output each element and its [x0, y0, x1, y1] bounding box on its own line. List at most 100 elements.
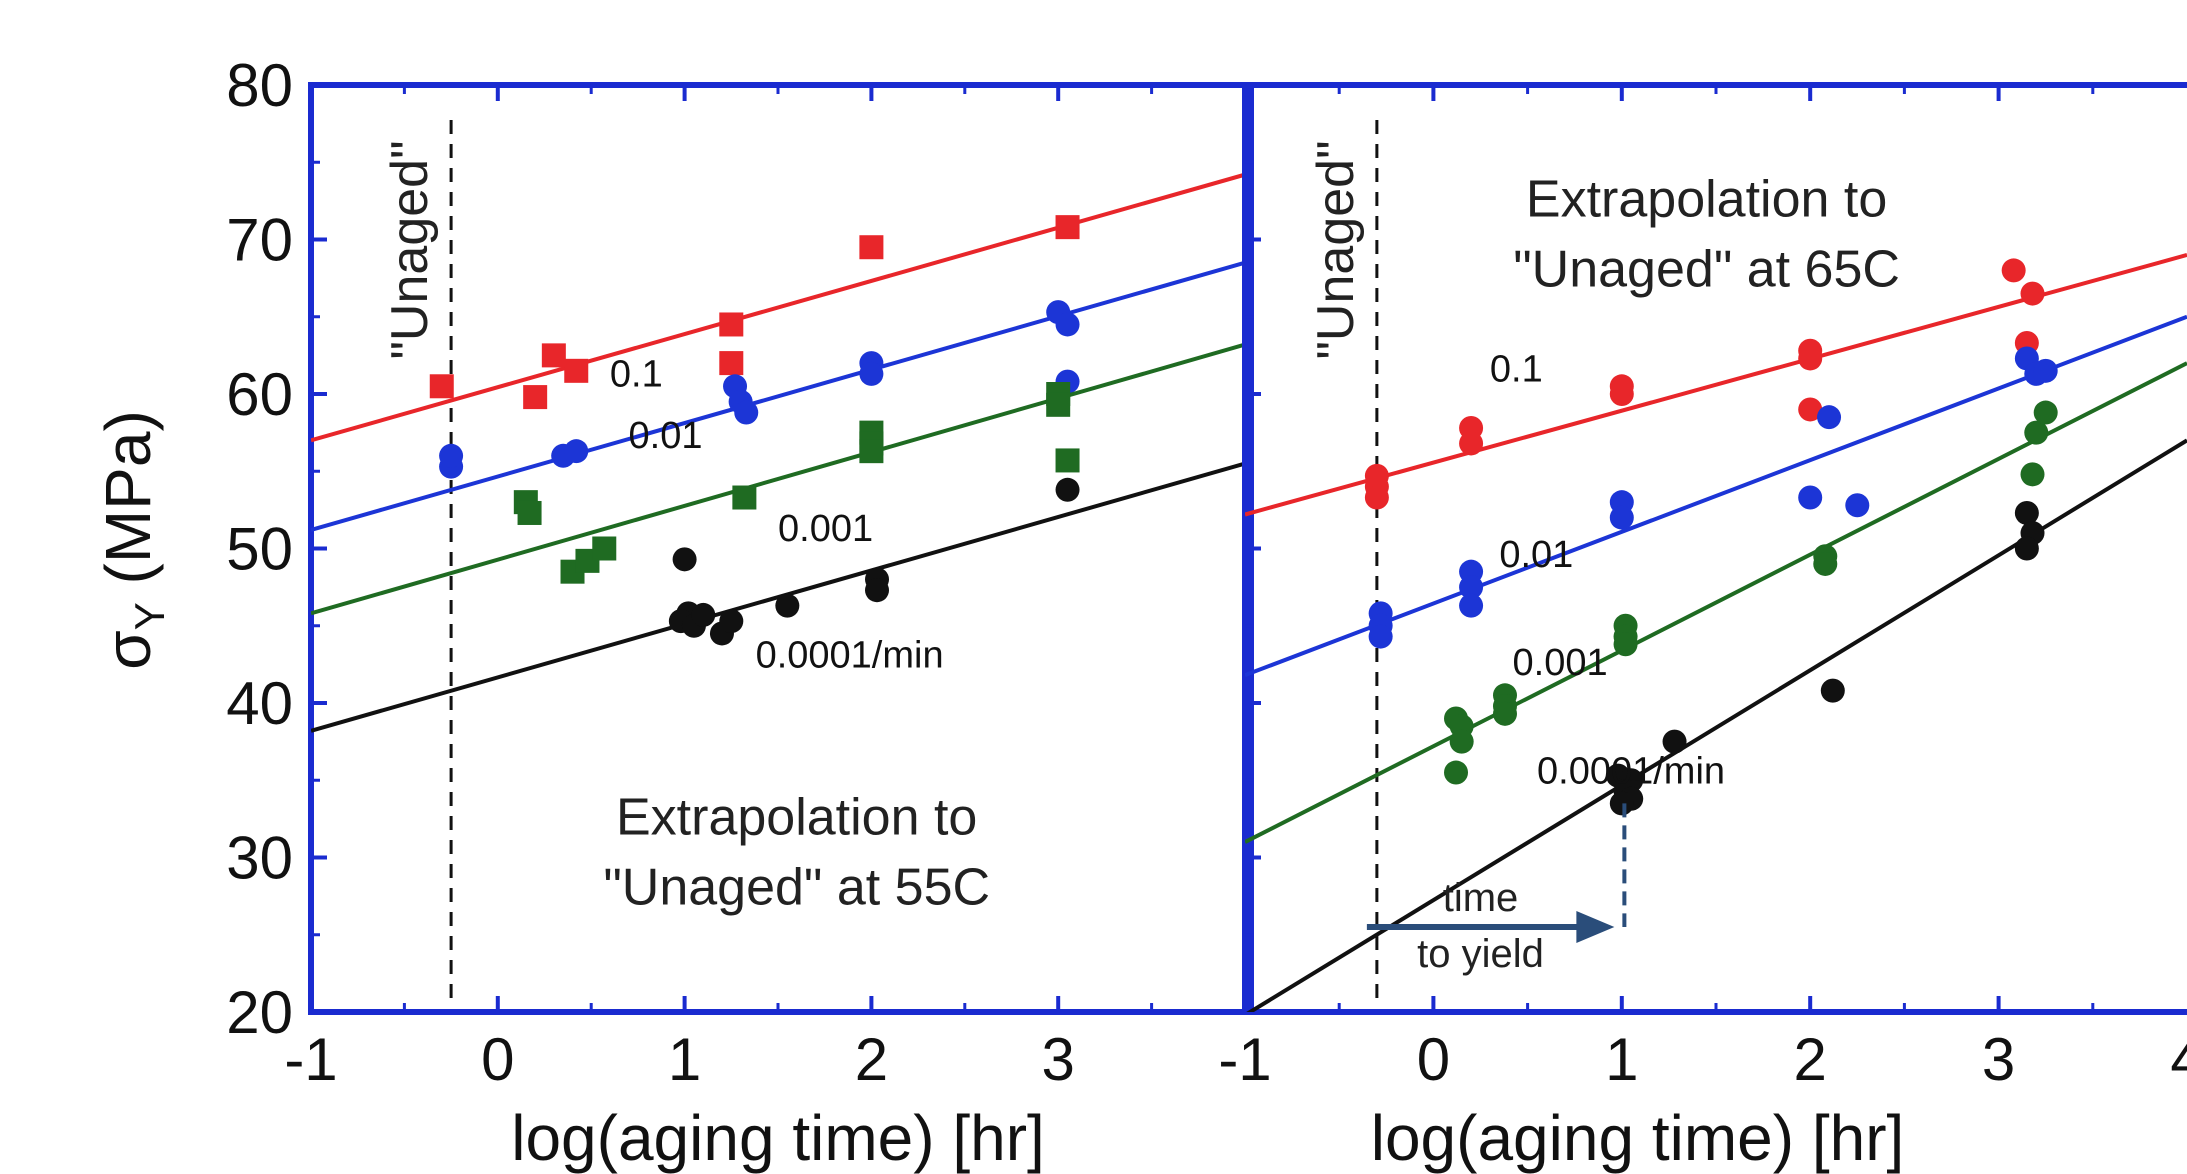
left-xtick-label: 3	[1042, 1026, 1075, 1093]
right-x-axis-title: log(aging time) [hr]	[1371, 1102, 1905, 1174]
left-fit-line-3	[311, 461, 1245, 733]
right-point-s2	[1449, 729, 1474, 754]
right-plot-area	[1245, 120, 2187, 1012]
right-point-s0	[1459, 431, 1484, 456]
left-point-s3	[1055, 477, 1080, 502]
left-point-s1	[439, 443, 464, 468]
right-panel-65c: -1 0 1 2 3 4 log(aging time) [hr] "Unaged" 0.1 0.…	[1218, 82, 2187, 1174]
right-point-s1	[2033, 358, 2058, 383]
right-series-label-3: 0.0001/min	[1537, 750, 1725, 792]
right-point-s2	[1492, 701, 1517, 726]
left-point-s3	[719, 609, 744, 634]
right-point-s0	[2001, 258, 2026, 283]
right-fit-line-2	[1245, 361, 2187, 844]
right-annotation-line-0: Extrapolation to	[1526, 170, 1887, 228]
right-series-label-0: 0.1	[1490, 349, 1543, 391]
right-point-s0	[1364, 485, 1389, 510]
left-xtick-label: -1	[284, 1026, 337, 1093]
left-fit-line-1	[311, 260, 1245, 532]
left-xtick-label: 0	[481, 1026, 514, 1093]
left-annotation-line-0: Extrapolation to	[616, 788, 977, 846]
right-xtick-label: 1	[1605, 1026, 1638, 1093]
left-point-s1	[859, 361, 884, 386]
left-point-s0	[719, 312, 744, 337]
left-point-s1	[1055, 312, 1080, 337]
left-ytick-label: 20	[226, 979, 293, 1046]
right-point-s0	[2020, 281, 2045, 306]
left-fit-line-0	[311, 172, 1245, 443]
right-point-s1	[1459, 575, 1484, 600]
right-arrow-label-0: time	[1443, 876, 1519, 920]
left-fit-line-2	[311, 342, 1245, 616]
right-unaged-label: "Unaged"	[1307, 140, 1365, 359]
left-point-s0	[429, 374, 454, 399]
right-point-s2	[2020, 462, 2045, 487]
left-ytick-label: 70	[226, 207, 293, 274]
left-point-s0	[859, 235, 884, 260]
right-point-s1	[1798, 485, 1823, 510]
right-point-s0	[1798, 397, 1823, 422]
left-point-s0	[719, 351, 744, 376]
right-point-s2	[1613, 632, 1638, 657]
right-point-s1	[1368, 624, 1393, 649]
left-unaged-label: "Unaged"	[381, 140, 439, 359]
left-point-s3	[691, 602, 716, 627]
left-xtick-label: 1	[668, 1026, 701, 1093]
left-ytick-label: 80	[226, 52, 293, 119]
left-point-s3	[865, 578, 890, 603]
left-series-label-1: 0.01	[629, 415, 703, 457]
right-point-s3	[1609, 791, 1634, 816]
right-point-s1	[1609, 505, 1634, 530]
right-series-label-1: 0.01	[1499, 534, 1573, 576]
shared-labels: σY (MPa)	[92, 410, 173, 670]
left-point-s2	[517, 500, 542, 525]
left-series-label-2: 0.001	[778, 508, 873, 550]
right-point-s0	[1609, 382, 1634, 406]
left-point-s2	[732, 485, 757, 510]
right-series-label-2: 0.001	[1513, 642, 1608, 684]
right-point-s3	[2014, 500, 2039, 525]
left-point-s3	[672, 547, 697, 572]
left-ytick-label: 30	[226, 825, 293, 892]
right-xtick-label: 2	[1794, 1026, 1827, 1093]
y-axis-title: σY (MPa)	[92, 410, 173, 670]
right-arrow-label-1: to yield	[1417, 932, 1544, 976]
right-xtick-label: 0	[1417, 1026, 1450, 1093]
right-point-s3	[2014, 536, 2039, 561]
left-point-s1	[564, 439, 589, 464]
right-point-s3	[1662, 729, 1687, 754]
left-annotation-line-1: "Unaged" at 55C	[603, 858, 990, 916]
left-plot-area	[311, 120, 1245, 1004]
right-point-s2	[2033, 400, 2058, 425]
left-point-s3	[775, 593, 800, 618]
right-arrow-head	[1576, 911, 1615, 944]
left-point-s2	[859, 439, 884, 464]
left-point-s1	[734, 400, 759, 425]
left-point-s0	[523, 385, 548, 410]
left-point-s2	[1055, 448, 1080, 473]
right-annotation-line-1: "Unaged" at 65C	[1513, 240, 1900, 298]
left-point-s0	[564, 358, 589, 383]
right-xtick-label: 4	[2170, 1026, 2187, 1093]
right-point-s3	[1820, 678, 1845, 703]
right-point-s1	[1817, 405, 1842, 430]
left-point-s0	[541, 343, 566, 368]
left-ytick-label: 60	[226, 361, 293, 428]
right-point-s1	[1845, 493, 1870, 518]
left-ytick-label: 50	[226, 516, 293, 583]
right-point-s0	[1798, 346, 1823, 371]
right-xtick-label: 3	[1982, 1026, 2015, 1093]
left-xtick-label: 2	[855, 1026, 888, 1093]
right-point-s1	[1459, 593, 1484, 618]
left-point-s0	[1055, 215, 1080, 240]
right-xtick-label: -1	[1218, 1026, 1271, 1093]
left-point-s2	[592, 536, 617, 561]
right-point-s2	[1813, 551, 1838, 576]
left-series-label-3: 0.0001/min	[756, 634, 944, 676]
left-panel-55c: -1 0 1 2 3 20 30 40 50 60 70 80 log(aging time) [hr]…	[226, 52, 1254, 1174]
left-series-label-0: 0.1	[610, 353, 663, 395]
left-x-axis-title: log(aging time) [hr]	[511, 1102, 1045, 1174]
left-ytick-label: 40	[226, 670, 293, 737]
right-point-s2	[2024, 420, 2049, 445]
